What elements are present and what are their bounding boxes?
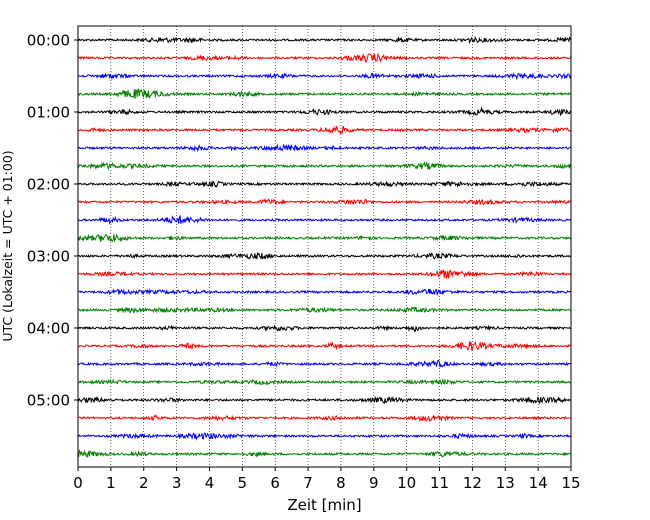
trace-series [77,35,572,458]
x-tick-label: 1 [106,474,116,492]
trace-line [77,395,572,405]
trace-line [77,143,572,153]
trace-line [77,324,572,333]
trace-line [77,161,572,171]
x-tick-label: 5 [238,474,248,492]
trace-line [77,378,572,386]
x-tick-label: 6 [270,474,280,492]
trace-line [77,125,572,135]
y-tick-label: 03:00 [27,248,70,266]
trace-line [77,35,572,44]
trace-line [77,269,572,280]
x-tick-label: 3 [172,474,182,492]
trace-line [77,198,572,206]
x-tick-label: 8 [336,474,346,492]
trace-line [77,72,572,81]
trace-line [77,233,572,243]
x-tick-label: 2 [139,474,149,492]
x-tick-label: 10 [397,474,416,492]
x-tick-label: 11 [430,474,449,492]
trace-line [77,180,572,188]
trace-line [77,288,572,297]
x-tick-label: 9 [369,474,379,492]
x-axis-ticks: 0 1 2 3 4 5 6 7 8 9 10 11 12 13 14 15 [73,467,581,492]
trace-line [77,214,572,225]
trace-line [77,88,572,99]
trace-line [77,340,572,352]
trace-line [77,448,572,458]
x-tick-label: 4 [205,474,215,492]
y-axis-label: UTC (Lokalzeit = UTC + 01:00) [0,150,15,341]
trace-line [77,432,572,441]
trace-line [77,106,572,117]
trace-line [77,414,572,423]
x-axis-label: Zeit [min] [287,496,361,514]
x-tick-label: 15 [561,474,580,492]
trace-line [77,359,572,368]
trace-line [77,252,572,260]
y-tick-label: 04:00 [27,320,70,338]
y-axis-ticks: 00:00 01:00 02:00 03:00 04:00 05:00 [27,32,78,410]
y-tick-label: 05:00 [27,392,70,410]
trace-line [77,52,572,63]
x-tick-label: 12 [463,474,482,492]
y-tick-label: 00:00 [27,32,70,50]
plot-frame [77,25,572,468]
y-tick-label: 02:00 [27,176,70,194]
y-tick-label: 01:00 [27,104,70,122]
x-tick-label: 13 [496,474,515,492]
x-tick-label: 0 [73,474,83,492]
trace-line [77,306,572,314]
x-tick-label: 7 [303,474,313,492]
x-tick-label: 14 [529,474,548,492]
